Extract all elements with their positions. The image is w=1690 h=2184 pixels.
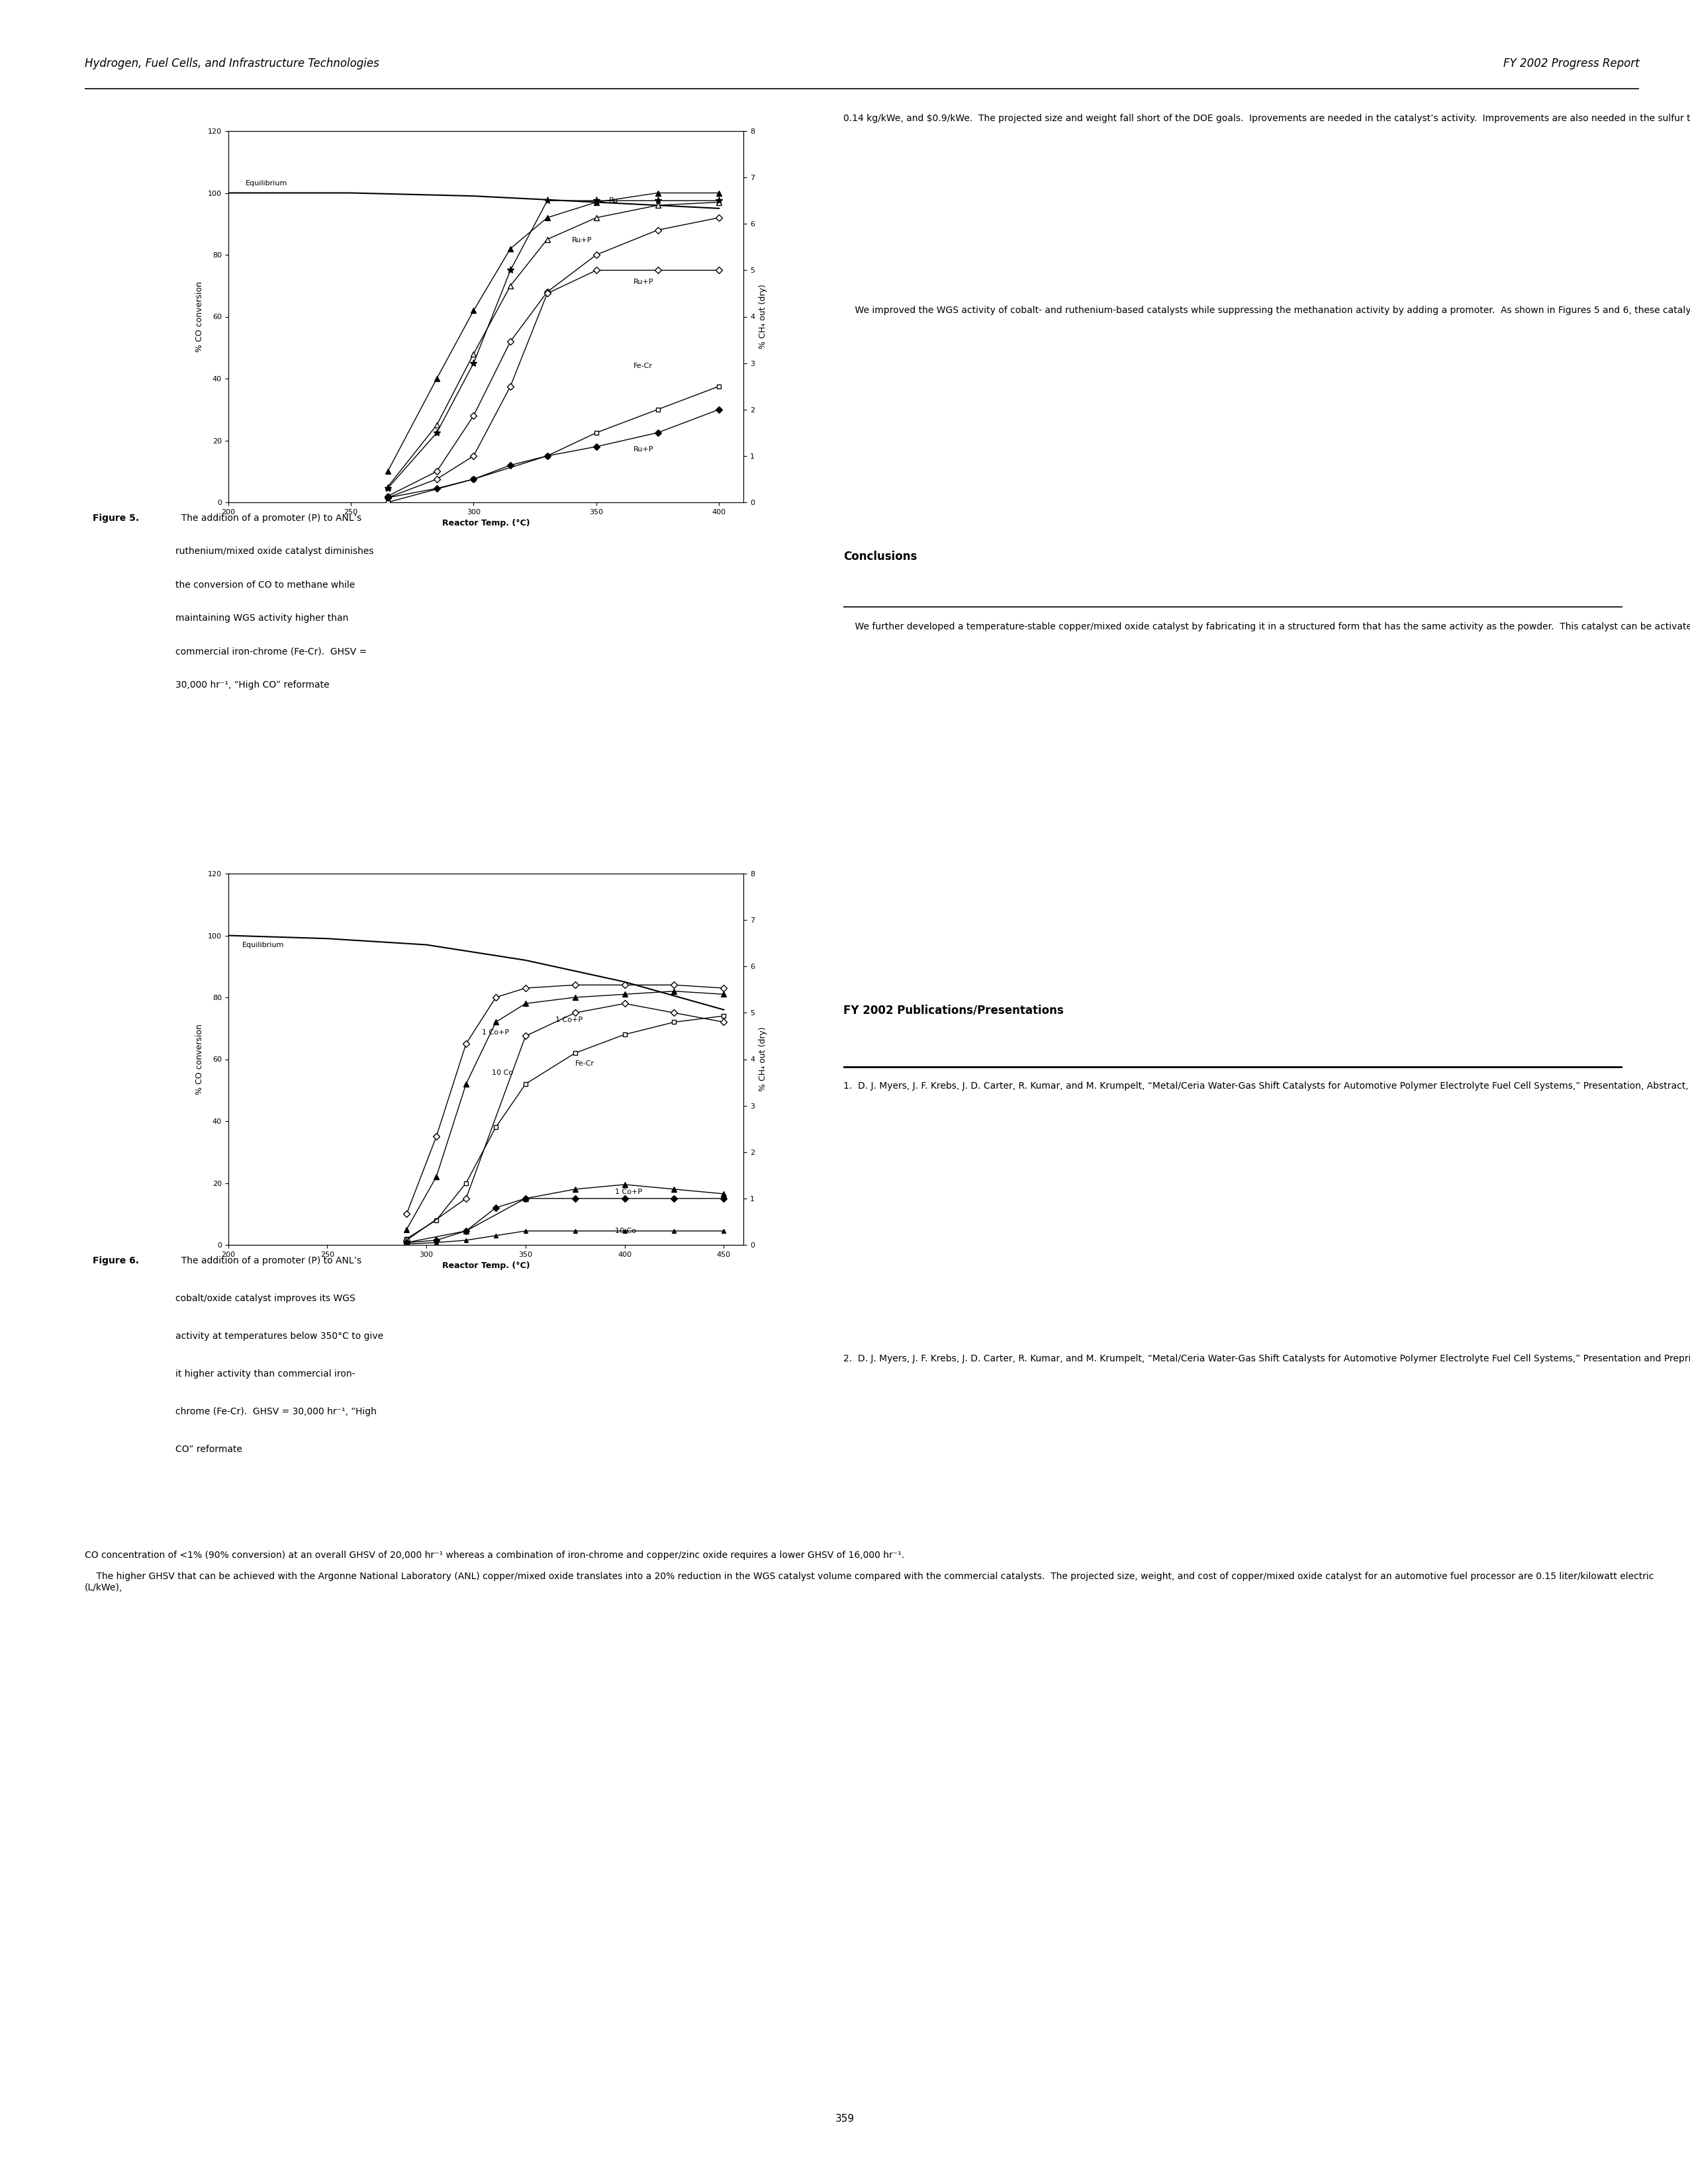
Text: Fe-Cr: Fe-Cr [575, 1059, 595, 1066]
Y-axis label: % CH₄ out (dry): % CH₄ out (dry) [759, 1026, 767, 1092]
Text: 30,000 hr⁻¹, “High CO” reformate: 30,000 hr⁻¹, “High CO” reformate [176, 681, 330, 690]
Text: activity at temperatures below 350°C to give: activity at temperatures below 350°C to … [176, 1332, 384, 1341]
Text: Ru: Ru [608, 197, 619, 203]
Text: Conclusions: Conclusions [843, 550, 918, 561]
Text: Equilibrium: Equilibrium [242, 941, 284, 948]
Text: 10 Co: 10 Co [615, 1227, 635, 1234]
Text: Ru+P: Ru+P [634, 446, 654, 452]
Text: maintaining WGS activity higher than: maintaining WGS activity higher than [176, 614, 348, 622]
Text: ruthenium/mixed oxide catalyst diminishes: ruthenium/mixed oxide catalyst diminishe… [176, 546, 373, 557]
Text: Ru+P: Ru+P [571, 238, 592, 245]
Text: Ru+P: Ru+P [634, 280, 654, 286]
Text: it higher activity than commercial iron-: it higher activity than commercial iron- [176, 1369, 355, 1378]
Text: 10 Co: 10 Co [492, 1070, 514, 1077]
Text: FY 2002 Progress Report: FY 2002 Progress Report [1502, 57, 1639, 70]
Text: Hydrogen, Fuel Cells, and Infrastructure Technologies: Hydrogen, Fuel Cells, and Infrastructure… [85, 57, 379, 70]
Text: 2.  D. J. Myers, J. F. Krebs, J. D. Carter, R. Kumar, and M. Krumpelt, “Metal/Ce: 2. D. J. Myers, J. F. Krebs, J. D. Carte… [843, 1354, 1690, 1363]
Text: We improved the WGS activity of cobalt- and ruthenium-based catalysts while supp: We improved the WGS activity of cobalt- … [843, 306, 1690, 314]
Text: cobalt/oxide catalyst improves its WGS: cobalt/oxide catalyst improves its WGS [176, 1293, 355, 1304]
Text: 1.  D. J. Myers, J. F. Krebs, J. D. Carter, R. Kumar, and M. Krumpelt, “Metal/Ce: 1. D. J. Myers, J. F. Krebs, J. D. Carte… [843, 1081, 1690, 1090]
Y-axis label: % CO conversion: % CO conversion [196, 1024, 204, 1094]
Text: chrome (Fe-Cr).  GHSV = 30,000 hr⁻¹, “High: chrome (Fe-Cr). GHSV = 30,000 hr⁻¹, “Hig… [176, 1406, 377, 1417]
Text: 0.14 kg/kWe, and $0.9/kWe.  The projected size and weight fall short of the DOE : 0.14 kg/kWe, and $0.9/kWe. The projected… [843, 114, 1690, 122]
Text: FY 2002 Publications/Presentations: FY 2002 Publications/Presentations [843, 1005, 1063, 1016]
X-axis label: Reactor Temp. (°C): Reactor Temp. (°C) [443, 1262, 529, 1271]
Text: 1 Co+P: 1 Co+P [615, 1188, 642, 1195]
Text: CO” reformate: CO” reformate [176, 1446, 242, 1455]
Text: The addition of a promoter (P) to ANL’s: The addition of a promoter (P) to ANL’s [176, 1256, 362, 1265]
Y-axis label: % CH₄ out (dry): % CH₄ out (dry) [759, 284, 767, 349]
Text: CO concentration of <1% (90% conversion) at an overall GHSV of 20,000 hr⁻¹ where: CO concentration of <1% (90% conversion)… [85, 1551, 1655, 1592]
Text: 1 Co+P: 1 Co+P [556, 1018, 583, 1024]
Text: 359: 359 [835, 2114, 855, 2123]
Text: Equilibrium: Equilibrium [245, 179, 287, 188]
Text: The addition of a promoter (P) to ANL’s: The addition of a promoter (P) to ANL’s [176, 513, 362, 522]
Text: We further developed a temperature-stable copper/mixed oxide catalyst by fabrica: We further developed a temperature-stabl… [843, 622, 1690, 631]
Text: Figure 6.: Figure 6. [93, 1256, 139, 1265]
X-axis label: Reactor Temp. (°C): Reactor Temp. (°C) [443, 520, 529, 529]
Text: the conversion of CO to methane while: the conversion of CO to methane while [176, 581, 355, 590]
Text: Figure 5.: Figure 5. [93, 513, 139, 522]
Text: commercial iron-chrome (Fe-Cr).  GHSV =: commercial iron-chrome (Fe-Cr). GHSV = [176, 646, 367, 657]
Text: Fe-Cr: Fe-Cr [634, 363, 652, 369]
Text: 1 Co+P: 1 Co+P [482, 1029, 509, 1035]
Y-axis label: % CO conversion: % CO conversion [196, 282, 204, 352]
